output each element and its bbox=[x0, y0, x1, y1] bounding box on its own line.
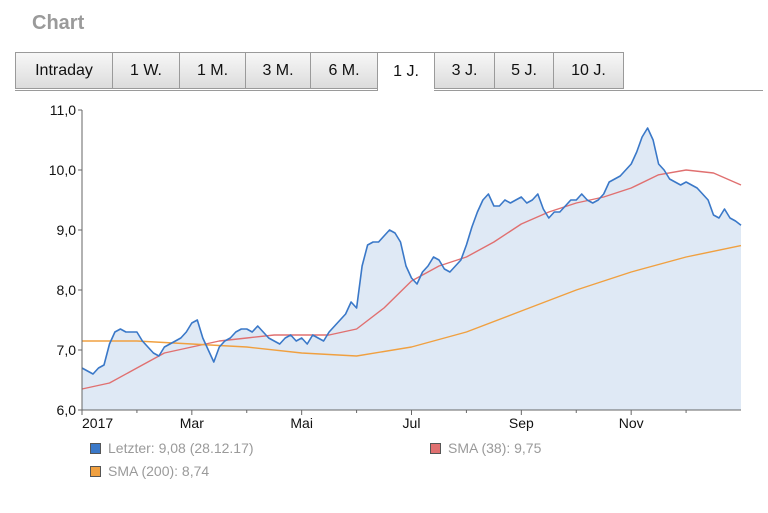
legend-item-sma-38: SMA (38): 9,75 bbox=[430, 440, 541, 456]
tab-10-years[interactable]: 10 J. bbox=[553, 52, 624, 89]
x-tick-label: Mar bbox=[180, 415, 204, 431]
legend-swatch-sma-200 bbox=[90, 465, 101, 477]
legend-label-sma-200: SMA (200): 8,74 bbox=[108, 463, 210, 479]
tab-intraday[interactable]: Intraday bbox=[15, 52, 112, 89]
legend-swatch-sma-38 bbox=[430, 442, 441, 454]
legend-item-letzter: Letzter: 9,08 (28.12.17) bbox=[90, 440, 254, 456]
sma-200-line bbox=[82, 244, 742, 357]
legend-label-letzter: Letzter: 9,08 (28.12.17) bbox=[108, 440, 254, 456]
y-tick-label: 8,0 bbox=[57, 282, 77, 298]
y-tick-label: 6,0 bbox=[57, 402, 77, 418]
y-tick-label: 10,0 bbox=[49, 162, 76, 178]
letzter-area bbox=[82, 128, 741, 410]
y-tick-label: 11,0 bbox=[50, 102, 76, 118]
x-tick-label: Jul bbox=[403, 415, 421, 431]
tab-1-year[interactable]: 1 J. bbox=[377, 52, 434, 91]
x-tick-label: Nov bbox=[619, 415, 644, 431]
sma-38-line bbox=[81, 169, 742, 390]
letzter-line bbox=[81, 127, 742, 375]
chart-section-title: Chart bbox=[32, 12, 85, 34]
price-chart: 6,0 7,0 8,0 9,0 10,0 11,0 2017 Mar Mai Jul Sep Nov bbox=[49, 102, 742, 431]
timeframe-tabs: Intraday 1 W. 1 M. 3 M. 6 M. 1 J. 3 J. 5… bbox=[15, 52, 763, 91]
tab-1-week[interactable]: 1 W. bbox=[112, 52, 179, 89]
legend-swatch-letzter bbox=[90, 442, 101, 454]
x-tick-label: 2017 bbox=[82, 415, 113, 431]
legend-label-sma-38: SMA (38): 9,75 bbox=[448, 440, 542, 456]
tab-6-months[interactable]: 6 M. bbox=[310, 52, 377, 89]
tab-3-years[interactable]: 3 J. bbox=[434, 52, 494, 89]
y-tick-label: 9,0 bbox=[57, 222, 77, 238]
x-tick-label: Mai bbox=[290, 415, 313, 431]
legend-item-sma-200: SMA (200): 8,74 bbox=[90, 463, 209, 479]
tab-1-month[interactable]: 1 M. bbox=[179, 52, 245, 89]
tab-5-years[interactable]: 5 J. bbox=[494, 52, 553, 89]
tab-3-months[interactable]: 3 M. bbox=[245, 52, 310, 89]
y-tick-label: 7,0 bbox=[57, 342, 77, 358]
x-tick-label: Sep bbox=[509, 415, 534, 431]
